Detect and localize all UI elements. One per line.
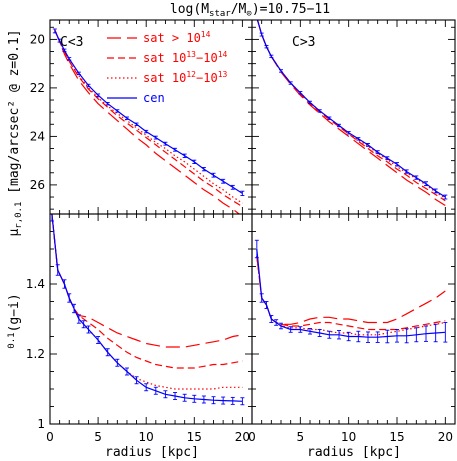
series-line bbox=[256, 255, 446, 325]
series-line bbox=[256, 20, 446, 198]
y-tick-label: 1.4 bbox=[26, 277, 45, 291]
series-solid bbox=[254, 239, 448, 344]
series-short bbox=[54, 29, 243, 208]
svg-text:log(Mstar/M⊙)=10.75−11: log(Mstar/M⊙)=10.75−11 bbox=[170, 2, 330, 19]
series-short bbox=[256, 255, 446, 331]
series-long bbox=[51, 214, 243, 348]
svg-text:μr,0.1 [mag/arcsec² @ z=0.1]: μr,0.1 [mag/arcsec² @ z=0.1] bbox=[7, 29, 24, 236]
series-solid bbox=[50, 214, 245, 406]
y-axis-label-color: 0.1(g−i) bbox=[7, 293, 22, 348]
x-tick-label: 10 bbox=[139, 430, 154, 444]
series-line bbox=[51, 214, 243, 402]
x-tick-label: 5 bbox=[297, 430, 305, 444]
y-tick-label: 1 bbox=[37, 417, 45, 431]
x-axis-label-right: radius [kpc] bbox=[307, 445, 401, 460]
x-tick-label: 0 bbox=[46, 430, 54, 444]
y-tick-label: 1.2 bbox=[26, 347, 45, 361]
x-tick-label: 5 bbox=[94, 430, 102, 444]
legend: sat > 1014 sat 1013−1014 sat 1012−1013 cen bbox=[107, 30, 228, 105]
svg-text:radius [kpc]: radius [kpc] bbox=[307, 445, 401, 460]
y-tick-label: 24 bbox=[30, 129, 45, 143]
series-line bbox=[256, 20, 446, 202]
panel-frame bbox=[251, 19, 456, 215]
series-short bbox=[51, 214, 243, 369]
svg-text:C>3: C>3 bbox=[292, 35, 315, 50]
series-line bbox=[51, 214, 243, 369]
panel-bottom-left: 0 5 10 15 20 1 1.2 1.4 bbox=[26, 213, 253, 444]
panel-frame bbox=[49, 213, 253, 425]
series-long bbox=[256, 255, 446, 325]
series-line bbox=[256, 20, 446, 207]
series-line bbox=[256, 20, 446, 199]
legend-label: sat 1012−1013 bbox=[143, 70, 228, 85]
series-long bbox=[256, 20, 446, 207]
x-tick-label: 20 bbox=[235, 430, 250, 444]
panel-label-c-gt-3: C>3 bbox=[292, 35, 315, 50]
series-line bbox=[51, 214, 243, 390]
chart-title: log(Mstar/M⊙)=10.75−11 bbox=[170, 2, 330, 19]
series-line bbox=[256, 255, 446, 331]
series-short bbox=[256, 20, 446, 202]
y-tick-label: 22 bbox=[30, 81, 45, 95]
panel-bottom-right: 0 5 10 15 20 bbox=[248, 213, 456, 444]
x-tick-label: 15 bbox=[187, 430, 202, 444]
y-axis-label-surface-brightness: μr,0.1 [mag/arcsec² @ z=0.1] bbox=[7, 29, 24, 236]
legend-item: cen bbox=[107, 91, 165, 105]
legend-label: sat > 1014 bbox=[143, 30, 211, 45]
y-tick-label: 20 bbox=[30, 32, 45, 46]
panel-frame bbox=[251, 213, 456, 425]
series-solid bbox=[52, 28, 245, 197]
legend-item: sat 1013−1014 bbox=[107, 50, 228, 65]
panel-top-left: 20 22 24 26 bbox=[30, 19, 253, 215]
series-dot bbox=[256, 20, 446, 199]
series-line bbox=[256, 255, 446, 336]
svg-text:0.1(g−i): 0.1(g−i) bbox=[7, 293, 22, 348]
panel-top-right bbox=[251, 19, 456, 215]
x-tick-label: 15 bbox=[389, 430, 404, 444]
legend-label: cen bbox=[143, 91, 165, 105]
legend-item: sat > 1014 bbox=[107, 30, 211, 45]
panels: 20 22 24 26 0 5 10 15 20 1 1.2 1.4 0 5 10 15 20 bbox=[26, 19, 456, 444]
series-line bbox=[51, 214, 243, 348]
panel-label-c-lt-3: C<3 bbox=[60, 35, 83, 50]
series-solid bbox=[256, 20, 448, 200]
series-line bbox=[54, 29, 243, 208]
series-dot bbox=[54, 29, 243, 204]
svg-text:radius [kpc]: radius [kpc] bbox=[105, 445, 199, 460]
series-long bbox=[54, 29, 241, 214]
series-dot bbox=[51, 214, 243, 390]
series-dot bbox=[256, 255, 446, 336]
legend-label: sat 1013−1014 bbox=[143, 50, 228, 65]
svg-text:C<3: C<3 bbox=[60, 35, 83, 50]
series-line bbox=[54, 29, 243, 204]
series-line bbox=[54, 30, 243, 194]
x-tick-label: 0 bbox=[248, 430, 256, 444]
x-axis-label-left: radius [kpc] bbox=[105, 445, 199, 460]
series-line bbox=[54, 29, 241, 214]
legend-item: sat 1012−1013 bbox=[107, 70, 228, 85]
y-tick-label: 26 bbox=[30, 178, 45, 192]
x-tick-label: 10 bbox=[341, 430, 356, 444]
x-tick-label: 20 bbox=[438, 430, 453, 444]
